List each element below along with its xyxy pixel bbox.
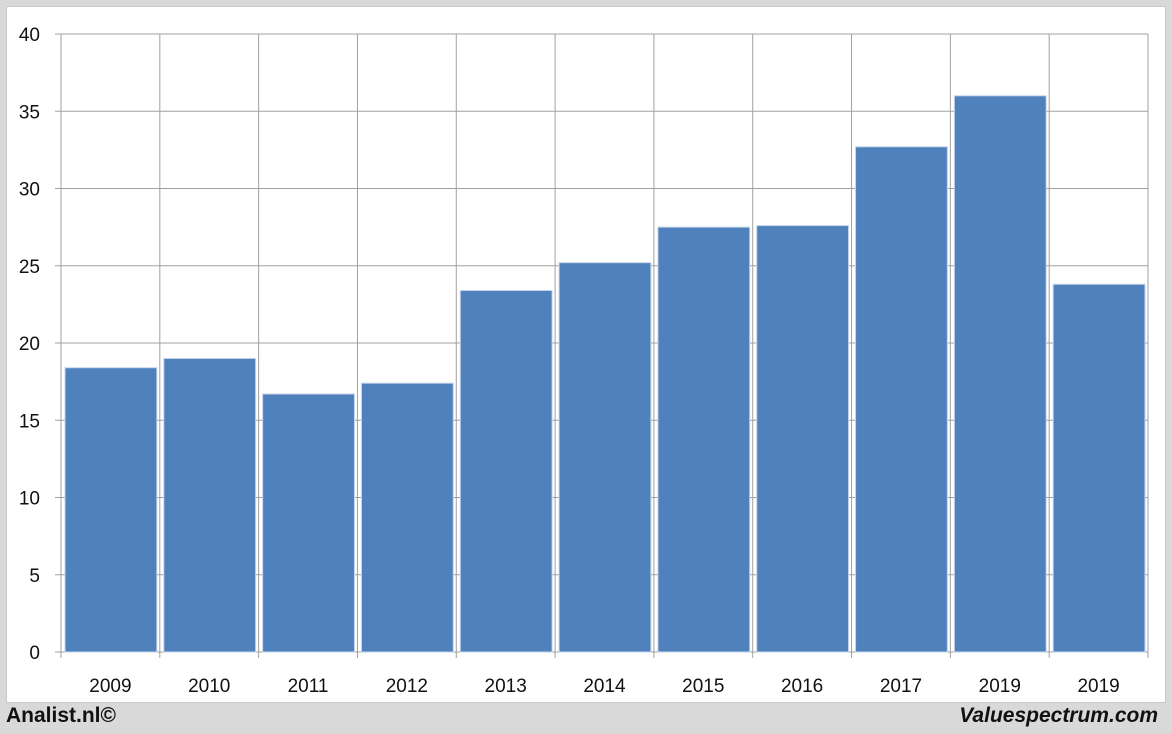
- bar-2019: [1052, 283, 1146, 653]
- y-tick-label: 40: [19, 25, 40, 46]
- bar-2012: [360, 382, 454, 653]
- bar-2016: [756, 225, 850, 653]
- x-tick-label: 2016: [781, 676, 823, 697]
- valuespectrum-credit: Valuespectrum.com: [959, 704, 1158, 727]
- y-tick-label: 25: [19, 257, 40, 278]
- y-tick-label: 10: [19, 489, 40, 510]
- x-tick-label: 2015: [682, 676, 724, 697]
- y-tick-label: 20: [19, 334, 40, 355]
- bar-2017: [855, 146, 948, 653]
- y-tick-label: 0: [29, 643, 40, 664]
- x-tick-label: 2009: [89, 676, 131, 697]
- x-tick-label: 2010: [188, 676, 230, 697]
- bar-2014: [558, 262, 652, 653]
- x-tick-label: 2014: [583, 676, 626, 697]
- bar-2019: [953, 95, 1047, 653]
- y-tick-label: 30: [19, 180, 40, 201]
- y-tick-label: 35: [19, 102, 40, 123]
- y-tick-label: 5: [29, 566, 40, 587]
- x-tick-label: 2011: [288, 676, 329, 697]
- x-tick-label: 2019: [1077, 676, 1119, 697]
- x-tick-label: 2012: [386, 676, 428, 697]
- bar-2010: [163, 357, 257, 653]
- bar-2009: [64, 367, 158, 653]
- x-tick-label: 2019: [979, 676, 1021, 697]
- x-tick-label: 2013: [485, 676, 527, 697]
- bar-2011: [262, 393, 355, 653]
- x-tick-label: 2017: [880, 676, 922, 697]
- analist-credit: Analist.nl©: [6, 704, 116, 727]
- y-tick-label: 15: [19, 411, 40, 432]
- bar-2015: [657, 226, 751, 653]
- bar-2013: [459, 289, 553, 653]
